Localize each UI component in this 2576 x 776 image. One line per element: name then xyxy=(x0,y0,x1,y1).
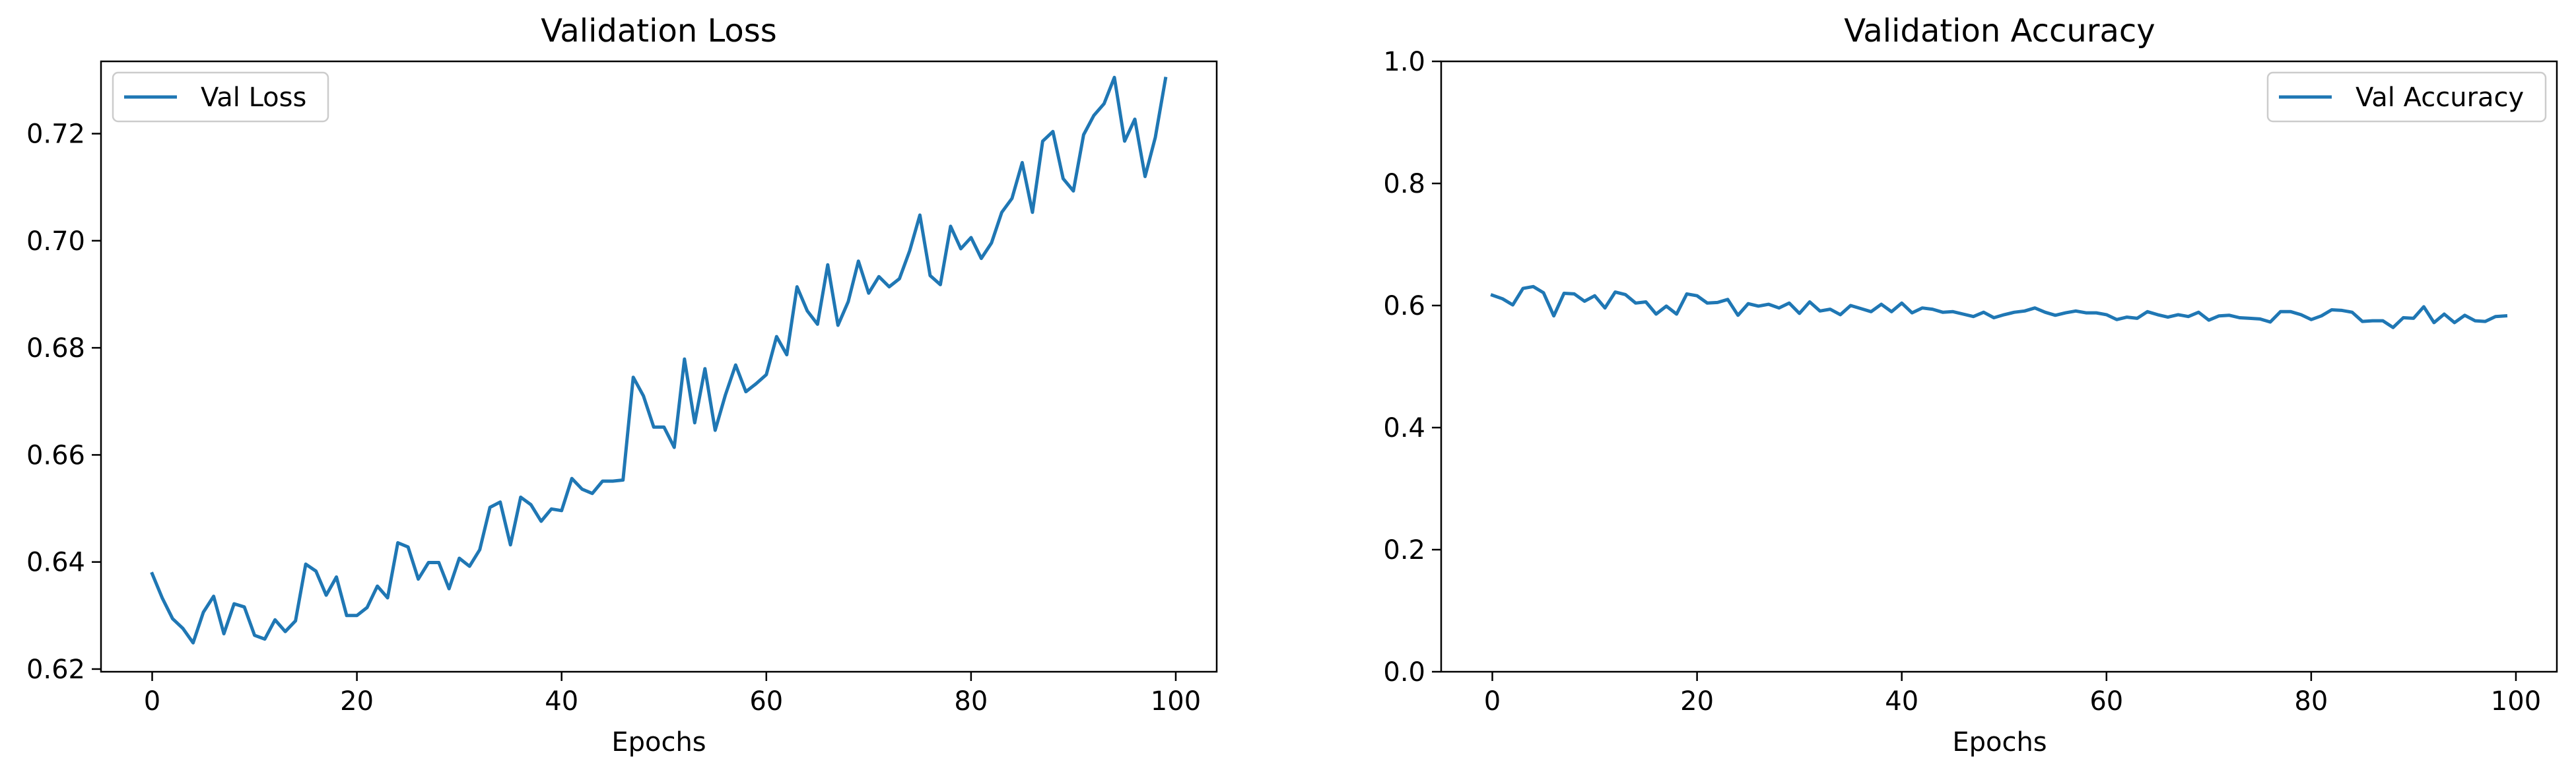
validation-loss-legend-box xyxy=(112,71,329,123)
validation-accuracy-legend: Val Accuracy xyxy=(2266,71,2547,123)
validation-accuracy-x-tick-label: 80 xyxy=(2294,686,2328,717)
validation-loss-axes-frame xyxy=(100,60,1218,673)
validation-loss-y-tick-label: 0.64 xyxy=(26,548,85,578)
validation-accuracy-x-axis-label: Epochs xyxy=(1952,727,2047,758)
validation-loss-x-tick-label: 20 xyxy=(340,686,374,717)
validation-accuracy-x-tick-label: 60 xyxy=(2089,686,2123,717)
validation-accuracy-y-ticks: 0.0 0.2 0.4 0.6 0.8 1.0 xyxy=(1383,47,1441,688)
validation-accuracy-series-line xyxy=(1490,284,2508,329)
validation-loss-series-line xyxy=(150,75,1168,645)
validation-loss-y-ticks: 0.62 0.64 0.66 0.68 0.70 0.72 xyxy=(26,119,101,685)
validation-loss-panel: Validation Loss 0 20 40 60 80 100 0.620.640.6… xyxy=(26,13,1218,758)
validation-accuracy-title: Validation Accuracy xyxy=(1844,13,2155,49)
validation-loss-x-tick-label: 60 xyxy=(749,686,783,717)
validation-accuracy-y-tick-label: 0.8 xyxy=(1383,169,1425,199)
validation-accuracy-x-tick-label: 0 xyxy=(1484,686,1501,717)
validation-loss-y-tick-label: 0.72 xyxy=(26,119,85,150)
validation-accuracy-y-tick-label: 0.6 xyxy=(1383,291,1425,321)
validation-accuracy-y-tick-label: 1.0 xyxy=(1383,47,1425,77)
validation-accuracy-y-tick-label: 0.0 xyxy=(1383,657,1425,688)
validation-loss-series-layer xyxy=(150,75,1168,645)
validation-loss-x-ticks: 0 20 40 60 80 100 xyxy=(144,672,1201,717)
validation-accuracy-x-tick-label: 100 xyxy=(2491,686,2541,717)
validation-loss-x-tick-label: 40 xyxy=(545,686,578,717)
validation-loss-y-tick-label: 0.70 xyxy=(26,226,85,257)
validation-loss-y-tick-label: 0.68 xyxy=(26,333,85,364)
validation-accuracy-axes-frame xyxy=(1440,60,2558,673)
validation-accuracy-legend-box xyxy=(2266,71,2547,123)
validation-loss-x-tick-label: 80 xyxy=(954,686,988,717)
validation-accuracy-series-layer xyxy=(1490,284,2508,329)
validation-loss-x-axis-label: Epochs xyxy=(611,727,706,758)
validation-accuracy-legend-label: Val Accuracy xyxy=(2356,82,2524,113)
validation-accuracy-x-ticks: 0 20 40 60 80 100 xyxy=(1484,672,2541,717)
validation-loss-legend-label: Val Loss xyxy=(201,82,306,113)
validation-loss-y-tick-label: 0.66 xyxy=(26,440,85,470)
validation-accuracy-x-tick-label: 20 xyxy=(1680,686,1714,717)
validation-accuracy-x-tick-label: 40 xyxy=(1885,686,1918,717)
validation-loss-x-tick-label: 100 xyxy=(1151,686,1201,717)
validation-loss-x-tick-label: 0 xyxy=(144,686,160,717)
validation-loss-legend: Val Loss xyxy=(112,71,329,123)
validation-accuracy-y-tick-label: 0.4 xyxy=(1383,413,1425,443)
validation-accuracy-y-tick-label: 0.2 xyxy=(1383,535,1425,566)
validation-accuracy-panel: Validation Accuracy 0 20 40 60 80 100 0.00.20… xyxy=(1383,13,2558,758)
validation-loss-y-tick-label: 0.62 xyxy=(26,655,85,685)
validation-loss-title: Validation Loss xyxy=(541,13,777,49)
